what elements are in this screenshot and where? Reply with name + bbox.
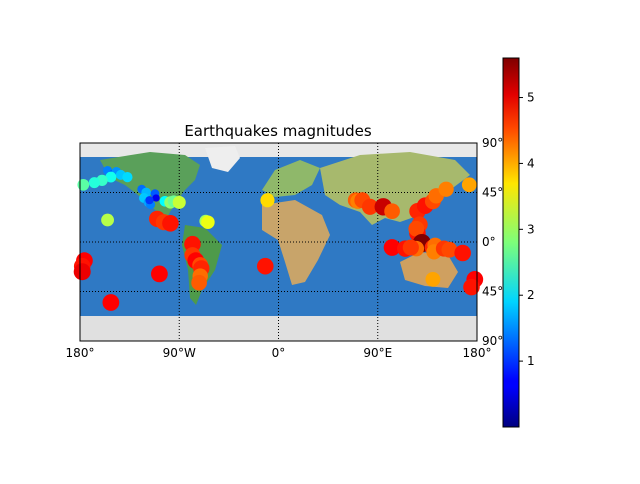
earthquake-marker [384, 203, 400, 220]
land-europe [262, 160, 320, 197]
earthquake-marker [77, 178, 90, 191]
colorbar-tick-label: 1 [527, 354, 535, 368]
earthquake-marker [145, 196, 154, 205]
colorbar-ticks: 1 2 3 4 5 [519, 91, 535, 368]
earthquake-marker [73, 263, 91, 281]
latitude-tick-label: 0° [482, 235, 496, 249]
earthquake-marker [383, 239, 401, 256]
earthquake-marker [172, 195, 186, 209]
colorbar-tick-label: 4 [527, 156, 535, 170]
earthquake-marker [191, 274, 207, 291]
earthquake-marker [162, 215, 179, 232]
colorbar: 1 2 3 4 5 [502, 57, 535, 428]
longitude-tick-label: 0° [272, 346, 286, 360]
latitude-labels: 90° 45° 0° 45° 90° [482, 136, 503, 348]
earthquake-marker [438, 181, 454, 197]
antarctic-ice [80, 316, 477, 341]
earthquake-marker [463, 278, 480, 296]
earthquake-marker [260, 193, 275, 208]
land-australia [400, 252, 458, 288]
longitude-labels: 180° 90°W 0° 90°E 180° [66, 346, 492, 360]
latitude-tick-label: 45° [482, 186, 503, 200]
colorbar-tick-label: 3 [527, 222, 535, 236]
longitude-tick-label: 180° [66, 346, 95, 360]
earthquake-marker [122, 172, 133, 183]
earthquake-points [73, 165, 484, 311]
earthquake-marker [408, 220, 425, 237]
earthquake-marker [402, 239, 419, 256]
latitude-tick-label: 90° [482, 136, 503, 150]
earthquake-marker [152, 194, 160, 202]
earthquake-marker [151, 265, 168, 283]
latitude-tick-label: 45° [482, 285, 503, 299]
map-panel: 180° 90°W 0° 90°E 180° 90° 45° 0° 45° 90° [66, 136, 504, 360]
earthquake-marker [361, 198, 379, 215]
colorbar-gradient [502, 57, 520, 428]
colorbar-tick-label: 2 [527, 288, 535, 302]
earthquake-marker [256, 257, 274, 275]
earthquake-marker [454, 244, 471, 262]
earthquake-marker [441, 241, 458, 258]
chart-title: Earthquakes magnitudes [184, 122, 372, 140]
earthquake-marker [88, 177, 100, 189]
earthquake-marker [461, 177, 477, 193]
longitude-tick-label: 90°E [363, 346, 392, 360]
earthquake-marker [105, 171, 117, 183]
longitude-tick-label: 180° [463, 346, 492, 360]
latitude-tick-label: 90° [482, 334, 503, 348]
earthquake-marker [101, 213, 114, 227]
earthquake-marker [201, 215, 215, 229]
map-frame [79, 142, 478, 342]
colorbar-tick-label: 5 [527, 91, 535, 105]
longitude-tick-label: 90°W [163, 346, 196, 360]
earthquake-marker [102, 294, 120, 311]
earthquake-marker [425, 272, 441, 287]
land-greenland [205, 146, 240, 172]
